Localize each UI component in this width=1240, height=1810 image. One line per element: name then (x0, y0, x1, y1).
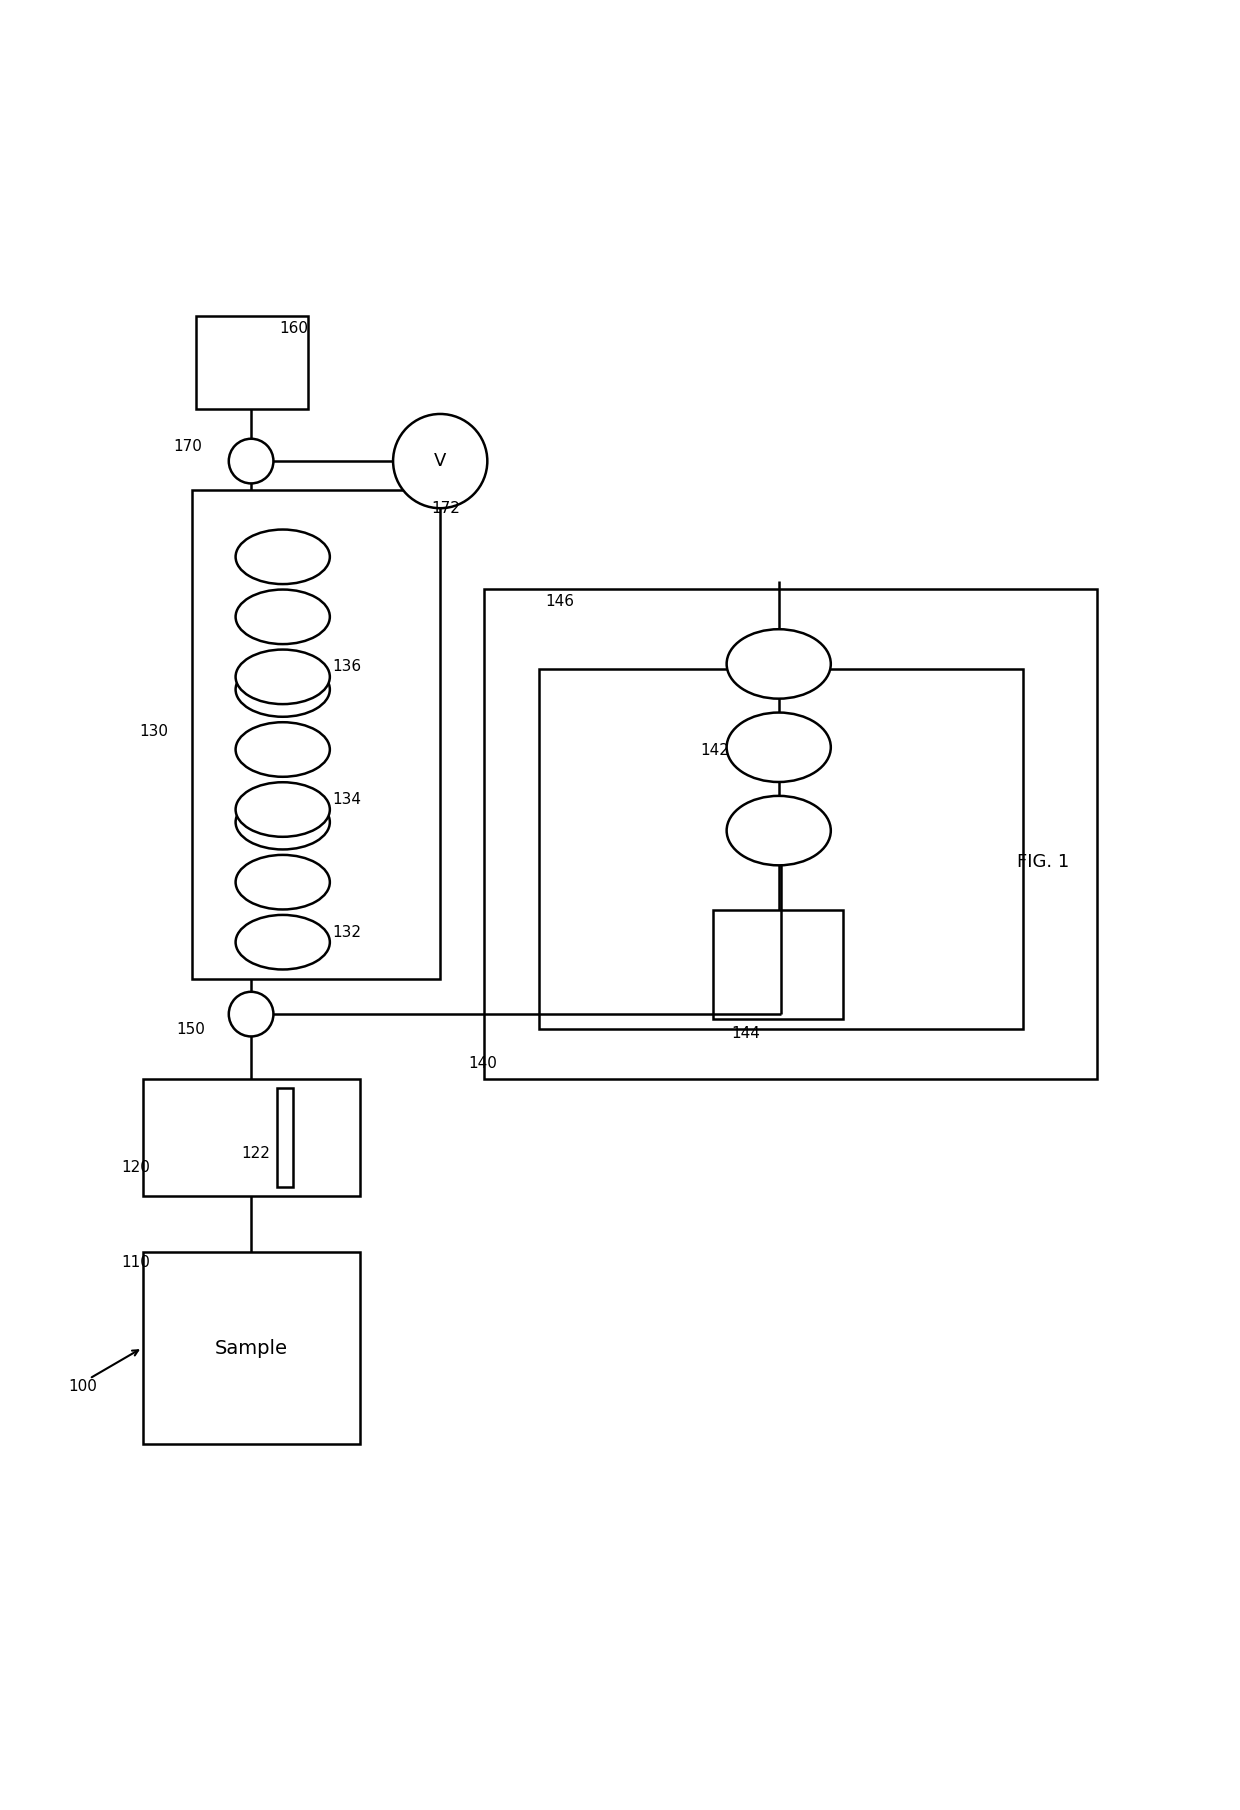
Ellipse shape (236, 782, 330, 836)
Ellipse shape (236, 662, 330, 717)
Text: 136: 136 (332, 659, 361, 675)
Bar (277, 1088, 294, 1187)
Text: 142: 142 (701, 742, 729, 758)
Text: 170: 170 (174, 438, 202, 454)
Ellipse shape (236, 530, 330, 585)
Text: 132: 132 (332, 925, 361, 939)
Text: 100: 100 (68, 1379, 97, 1394)
Circle shape (229, 992, 273, 1037)
Text: 172: 172 (432, 501, 460, 516)
Ellipse shape (727, 713, 831, 782)
Bar (196, 317, 308, 409)
Text: 122: 122 (242, 1146, 270, 1160)
Text: 134: 134 (332, 793, 361, 807)
Bar (192, 489, 440, 979)
Text: 146: 146 (546, 594, 574, 608)
Ellipse shape (236, 795, 330, 849)
Text: 110: 110 (122, 1254, 150, 1269)
Bar (143, 1079, 360, 1196)
Ellipse shape (236, 854, 330, 909)
Text: 144: 144 (732, 1026, 760, 1041)
Text: 140: 140 (469, 1057, 497, 1072)
Ellipse shape (236, 914, 330, 970)
Bar (713, 910, 843, 1019)
Text: FIG. 1: FIG. 1 (1017, 853, 1069, 871)
Bar (484, 588, 1097, 1079)
Bar (143, 1253, 360, 1444)
Ellipse shape (727, 796, 831, 865)
Bar (539, 670, 1023, 1030)
Circle shape (393, 414, 487, 509)
Text: Sample: Sample (215, 1339, 288, 1358)
Text: 150: 150 (176, 1021, 205, 1037)
Ellipse shape (236, 650, 330, 704)
Ellipse shape (236, 590, 330, 644)
Text: 120: 120 (122, 1160, 150, 1175)
Text: 130: 130 (139, 724, 167, 738)
Circle shape (229, 438, 273, 483)
Text: V: V (434, 452, 446, 471)
Ellipse shape (727, 630, 831, 699)
Text: 160: 160 (279, 320, 308, 337)
Ellipse shape (236, 722, 330, 776)
